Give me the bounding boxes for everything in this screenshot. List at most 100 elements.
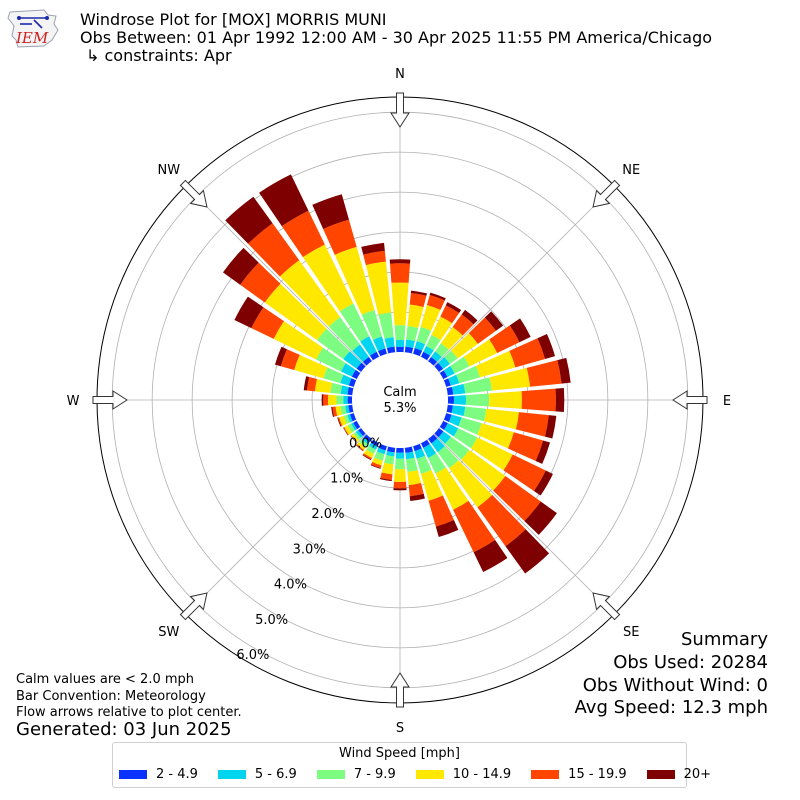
bar-segment bbox=[351, 433, 359, 443]
grid-spoke bbox=[433, 185, 615, 367]
bar-segment bbox=[323, 394, 329, 406]
direction-label: SW bbox=[158, 625, 179, 640]
bar-segment bbox=[359, 439, 368, 448]
calm-circle bbox=[352, 352, 448, 448]
bar-segment bbox=[416, 455, 432, 474]
bar-segment bbox=[443, 423, 459, 437]
bar-segment bbox=[443, 378, 451, 387]
bar-segment bbox=[331, 406, 335, 417]
legend-swatch bbox=[646, 770, 675, 779]
bar-segment bbox=[439, 370, 448, 380]
bar-segment bbox=[451, 333, 478, 359]
legend-label: 10 - 14.9 bbox=[452, 767, 512, 782]
bar-segment bbox=[443, 413, 452, 422]
summary-avg-speed: Avg Speed: 12.3 mph bbox=[574, 697, 768, 718]
bar-segment bbox=[343, 426, 349, 436]
bar-segment bbox=[369, 351, 380, 361]
grid-spoke bbox=[185, 433, 367, 615]
bar-segment bbox=[259, 174, 309, 227]
bar-segment bbox=[234, 296, 264, 329]
flow-arrow-icon bbox=[390, 92, 410, 128]
bar-segment bbox=[477, 423, 514, 449]
bar-segment bbox=[340, 405, 347, 415]
bar-segment bbox=[225, 196, 273, 244]
bar-segment bbox=[404, 446, 414, 453]
bar-segment bbox=[347, 387, 354, 396]
radial-tick-label: 1.0% bbox=[330, 472, 363, 487]
bar-segment bbox=[323, 219, 357, 255]
bar-segment bbox=[353, 420, 361, 430]
bar-segment bbox=[352, 344, 369, 362]
bar-segment bbox=[473, 539, 508, 573]
bar-segment bbox=[463, 377, 492, 394]
bar-segment bbox=[222, 247, 259, 285]
bar-segment bbox=[484, 311, 504, 331]
legend-label: 15 - 19.9 bbox=[568, 767, 627, 782]
bar-segment bbox=[347, 414, 353, 423]
direction-label: W bbox=[67, 394, 80, 409]
grid-spoke bbox=[185, 185, 367, 367]
bar-segment bbox=[240, 262, 281, 303]
bar-segment bbox=[428, 356, 438, 366]
legend-item: 7 - 9.9 bbox=[316, 767, 396, 782]
obs-period: Obs Between: 01 Apr 1992 12:00 AM - 30 A… bbox=[80, 28, 713, 47]
bar-segment bbox=[340, 374, 352, 386]
calm-label: Calm bbox=[383, 385, 416, 400]
chart-title: Windrose Plot for [MOX] MORRIS MUNI bbox=[80, 10, 387, 29]
bar-segment bbox=[372, 336, 386, 352]
flow-arrow-icon bbox=[672, 390, 708, 410]
bar-segment bbox=[489, 325, 520, 354]
bar-segment bbox=[361, 309, 383, 340]
bar-segment bbox=[409, 292, 427, 307]
legend-item: 10 - 14.9 bbox=[415, 767, 512, 782]
bar-segment bbox=[351, 369, 361, 380]
bar-segment bbox=[410, 290, 427, 296]
bar-segment bbox=[443, 365, 455, 378]
legend-label: 5 - 6.9 bbox=[254, 767, 297, 782]
iem-logo-text: IEM bbox=[15, 29, 49, 47]
bar-segment bbox=[340, 385, 349, 395]
bar-segment bbox=[321, 394, 324, 406]
bar-segment bbox=[439, 420, 448, 430]
bar-segment bbox=[537, 333, 556, 359]
bar-segment bbox=[350, 435, 357, 443]
direction-labels: N NE E SE S SW W NW bbox=[67, 67, 732, 736]
bar-segment bbox=[279, 260, 341, 327]
bar-segment bbox=[420, 304, 441, 331]
direction-label: S bbox=[396, 721, 404, 736]
bar-segment bbox=[251, 307, 284, 339]
bar-segment bbox=[363, 449, 374, 458]
bar-segment bbox=[391, 282, 409, 326]
bar-segment bbox=[453, 428, 478, 449]
radial-tick-labels: 0.0% 1.0% 2.0% 3.0% 4.0% 5.0% 6.0% bbox=[236, 436, 382, 663]
bar-segment bbox=[405, 339, 415, 349]
bar-segment bbox=[378, 443, 387, 451]
bar-segment bbox=[557, 357, 571, 384]
bar-segment bbox=[363, 250, 386, 266]
bar-segment bbox=[370, 464, 381, 469]
summary-heading: Summary bbox=[681, 629, 768, 650]
bar-segment bbox=[440, 327, 463, 350]
bar-segment bbox=[343, 395, 348, 405]
bar-segment bbox=[361, 437, 370, 445]
direction-label: E bbox=[723, 394, 731, 409]
bar-segment bbox=[423, 345, 434, 356]
bar-segment bbox=[448, 374, 460, 386]
legend-swatch bbox=[119, 770, 147, 779]
bar-segment bbox=[323, 367, 344, 384]
bar-segment bbox=[356, 444, 364, 451]
bar-segment bbox=[274, 346, 287, 367]
bar-segment bbox=[358, 428, 366, 436]
windrose-bars bbox=[222, 174, 571, 574]
bar-segment bbox=[370, 462, 382, 469]
bar-segment bbox=[435, 467, 469, 510]
legend-label: 2 - 4.9 bbox=[156, 767, 198, 782]
bar-segment bbox=[446, 404, 453, 414]
bar-segment bbox=[544, 415, 557, 439]
bar-segment bbox=[349, 413, 357, 422]
bar-segment bbox=[453, 395, 466, 405]
radial-tick-label: 4.0% bbox=[274, 578, 307, 593]
legend-swatch bbox=[415, 770, 444, 779]
bar-segment bbox=[505, 529, 550, 574]
bar-segment bbox=[348, 404, 354, 413]
